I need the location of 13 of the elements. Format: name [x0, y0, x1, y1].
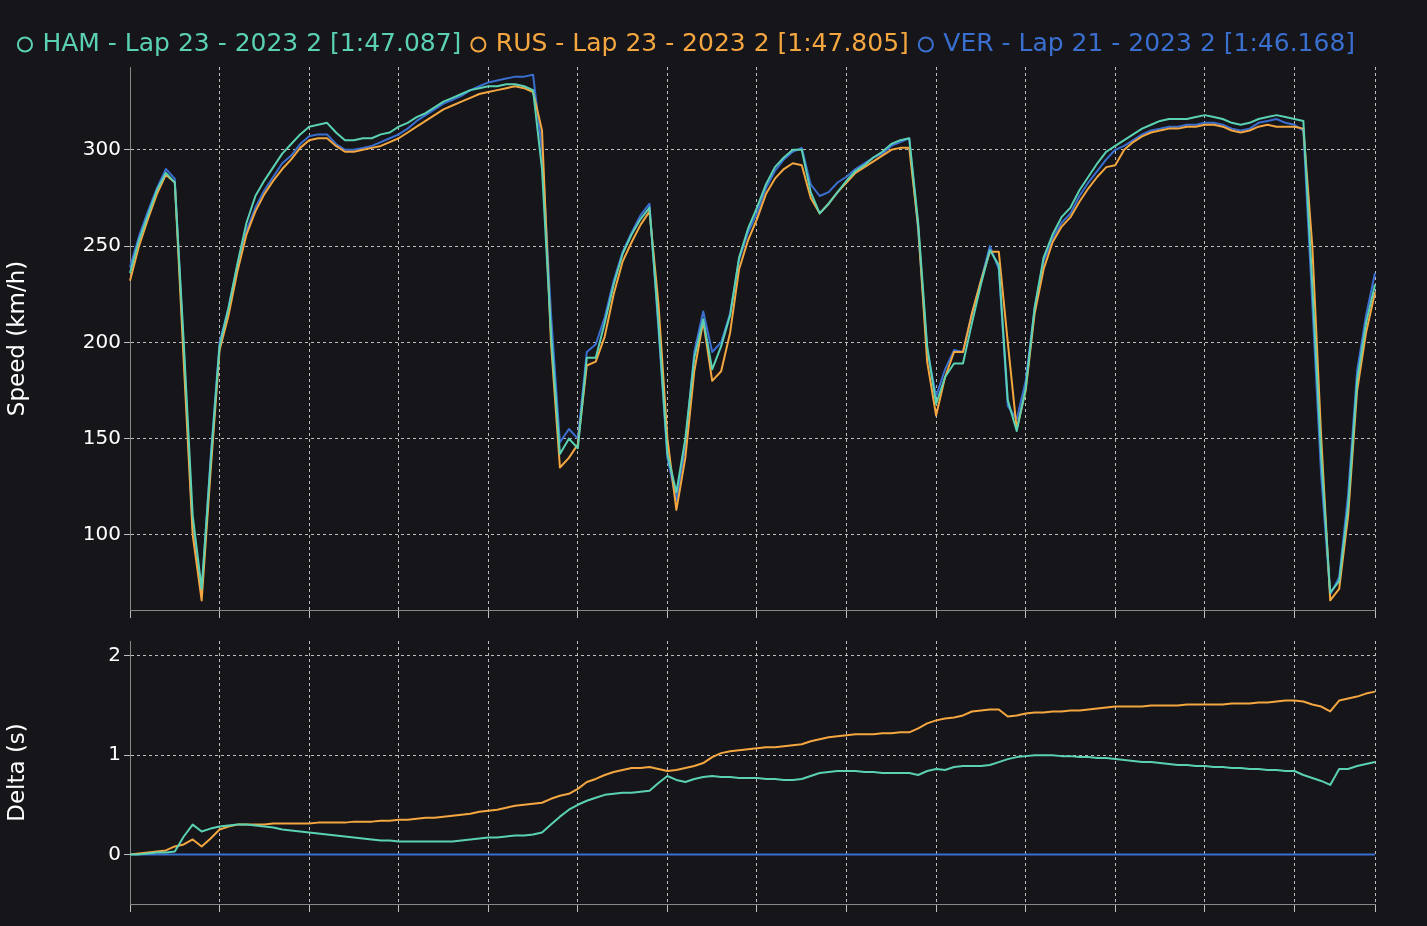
y-tick-label: 150 — [82, 424, 121, 449]
y-tick-label: 0 — [108, 840, 121, 865]
legend-label: HAM - Lap 23 - 2023 2 [1:47.087] — [42, 28, 462, 57]
y-tick-label: 300 — [82, 136, 121, 160]
legend-label: RUS - Lap 23 - 2023 2 [1:47.805] — [495, 28, 909, 57]
y-axis-title: Speed (km/h) — [2, 260, 29, 417]
legend-label: VER - Lap 21 - 2023 2 [1:46.168] — [943, 28, 1356, 57]
y-tick-label: 200 — [82, 328, 121, 353]
y-tick-label: 2 — [108, 642, 121, 667]
y-tick-label: 1 — [108, 741, 121, 766]
y-axis-title: Delta (s) — [2, 723, 29, 822]
y-tick-label: 250 — [82, 232, 121, 257]
y-tick-label: 100 — [82, 521, 121, 546]
